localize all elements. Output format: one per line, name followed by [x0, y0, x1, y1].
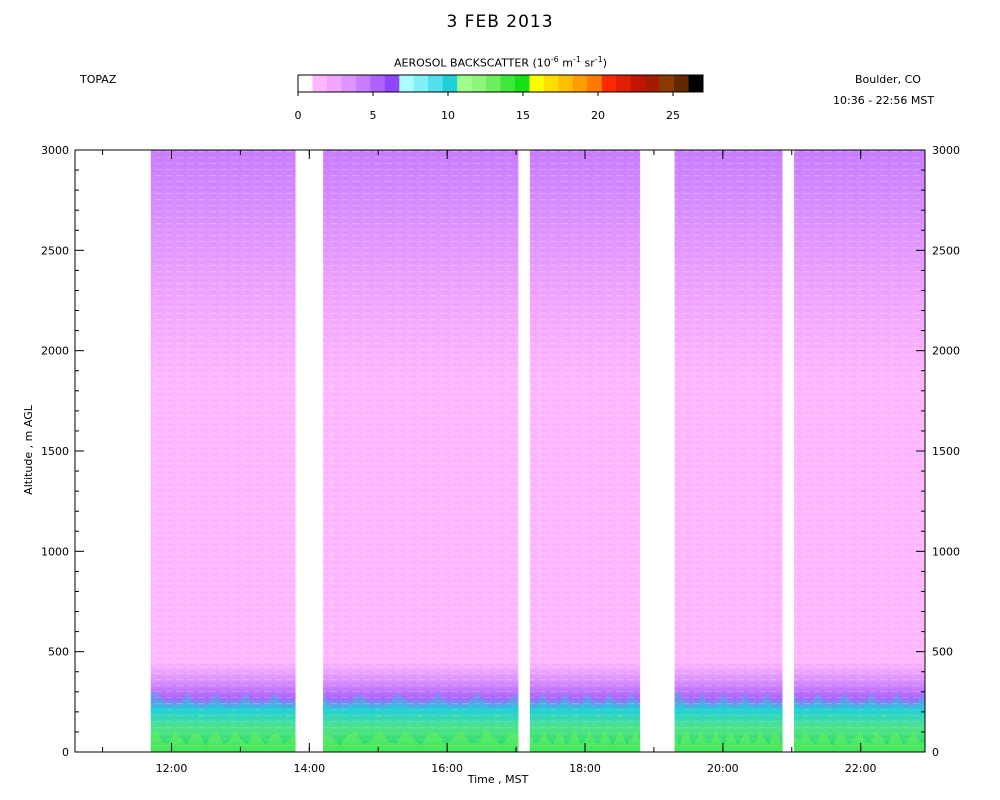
y-tick-label-right: 3000 [932, 144, 960, 157]
y-tick-label-right: 0 [932, 746, 939, 759]
surface-layer-band [794, 729, 925, 752]
colorbar-swatch [312, 75, 328, 92]
data-segment [150, 150, 296, 752]
colorbar-swatch [688, 75, 704, 92]
colorbar: 0 5 10 15 20 25 [295, 74, 704, 122]
colorbar-tick-label: 5 [370, 109, 377, 122]
colorbar-swatch [514, 75, 530, 92]
station-label: TOPAZ [80, 73, 117, 86]
colorbar-swatch [413, 75, 429, 92]
location-label: Boulder, CO [855, 73, 921, 86]
colorbar-swatch [558, 75, 574, 92]
y-tick-label-left: 1000 [41, 545, 69, 558]
surface-layer-band [150, 729, 296, 752]
colorbar-swatch [370, 75, 386, 92]
colorbar-swatch [659, 75, 675, 92]
x-tick-label: 14:00 [293, 762, 325, 775]
surface-layer-band [674, 730, 783, 752]
colorbar-swatch [630, 75, 646, 92]
segment-texture [674, 150, 783, 752]
colorbar-swatch [486, 75, 501, 92]
colorbar-swatch [355, 75, 371, 92]
colorbar-swatch [442, 75, 458, 92]
data-segment [323, 150, 519, 752]
axes: 12:00 14:00 16:00 18:00 20:00 22:00 0 0 500 500 10… [41, 144, 960, 775]
y-tick-label-right: 2500 [932, 244, 960, 257]
colorbar-swatch [500, 75, 516, 92]
colorbar-swatch [326, 75, 342, 92]
y-tick-label-left: 2500 [41, 244, 69, 257]
boundary-layer-band [323, 691, 519, 752]
x-tick-label: 22:00 [845, 762, 877, 775]
colorbar-swatch [543, 75, 559, 92]
y-tick-label-left: 500 [48, 646, 69, 659]
x-tick-label: 16:00 [431, 762, 463, 775]
colorbar-tick-label: 15 [516, 109, 530, 122]
segment-texture [794, 150, 925, 752]
segment-texture [529, 150, 641, 752]
colorbar-tick-label: 0 [295, 109, 302, 122]
colorbar-swatch [384, 75, 400, 92]
data-segment [794, 150, 925, 752]
colorbar-swatch [616, 75, 631, 92]
colorbar-swatch [674, 75, 689, 92]
page-title: 3 FEB 2013 [446, 12, 554, 32]
y-tick-label-left: 0 [62, 746, 69, 759]
time-range-label: 10:36 - 22:56 MST [833, 94, 935, 107]
surface-layer-band [323, 730, 519, 752]
colorbar-swatch [341, 75, 357, 92]
x-axis-title: Time , MST [467, 773, 529, 786]
data-segments [150, 150, 925, 752]
colorbar-swatch [471, 75, 487, 92]
colorbar-swatch [645, 75, 660, 92]
colorbar-swatch [601, 75, 617, 92]
y-tick-label-right: 2000 [932, 345, 960, 358]
y-tick-label-right: 1500 [932, 445, 960, 458]
surface-layer-band [529, 729, 641, 752]
y-tick-label-right: 1000 [932, 545, 960, 558]
x-tick-label: 12:00 [156, 762, 188, 775]
y-tick-label-left: 3000 [41, 144, 69, 157]
data-segment [674, 150, 783, 752]
colorbar-frame [297, 74, 704, 93]
colorbar-swatch [298, 75, 313, 92]
colorbar-swatch [399, 75, 415, 92]
y-tick-label-left: 2000 [41, 345, 69, 358]
segment-texture [150, 150, 296, 752]
colorbar-title: AEROSOL BACKSCATTER (10-6 m-1 sr-1) [394, 55, 607, 70]
segment-texture [323, 150, 519, 752]
colorbar-swatch [529, 75, 545, 92]
colorbar-swatch [428, 75, 443, 92]
data-segment [529, 150, 641, 752]
colorbar-tick-label: 20 [591, 109, 605, 122]
colorbar-tick-label: 10 [441, 109, 455, 122]
y-axis-title: Altitude , m AGL [22, 404, 35, 495]
y-tick-label-left: 1500 [41, 445, 69, 458]
colorbar-swatch [457, 75, 472, 92]
x-tick-label: 18:00 [569, 762, 601, 775]
y-tick-label-right: 500 [932, 646, 953, 659]
colorbar-swatch [587, 75, 603, 92]
x-tick-label: 20:00 [707, 762, 739, 775]
colorbar-swatch [572, 75, 588, 92]
colorbar-tick-label: 25 [666, 109, 680, 122]
